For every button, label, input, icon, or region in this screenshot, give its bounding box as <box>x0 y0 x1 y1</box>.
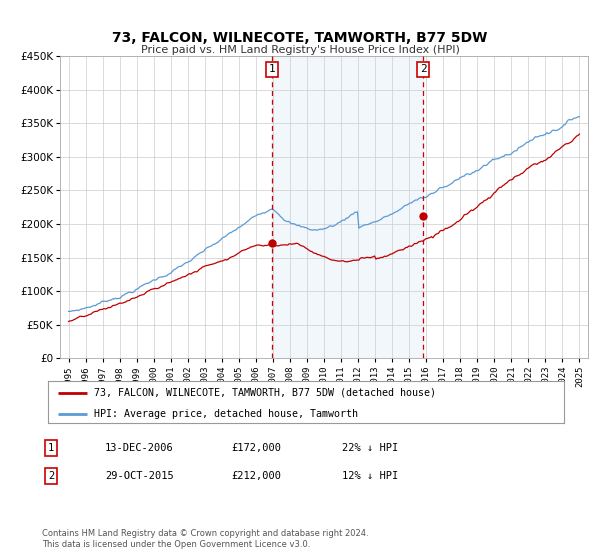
Text: 73, FALCON, WILNECOTE, TAMWORTH, B77 5DW: 73, FALCON, WILNECOTE, TAMWORTH, B77 5DW <box>112 31 488 45</box>
Text: 22% ↓ HPI: 22% ↓ HPI <box>342 443 398 453</box>
Text: £172,000: £172,000 <box>231 443 281 453</box>
Text: 2: 2 <box>48 471 54 481</box>
Text: 1: 1 <box>269 64 275 74</box>
Text: 73, FALCON, WILNECOTE, TAMWORTH, B77 5DW (detached house): 73, FALCON, WILNECOTE, TAMWORTH, B77 5DW… <box>94 388 436 398</box>
Bar <box>272 56 423 358</box>
Text: Price paid vs. HM Land Registry's House Price Index (HPI): Price paid vs. HM Land Registry's House … <box>140 45 460 55</box>
Text: HPI: Average price, detached house, Tamworth: HPI: Average price, detached house, Tamw… <box>94 409 358 418</box>
Text: 12% ↓ HPI: 12% ↓ HPI <box>342 471 398 481</box>
Text: 2: 2 <box>420 64 427 74</box>
Text: £212,000: £212,000 <box>231 471 281 481</box>
Text: Contains HM Land Registry data © Crown copyright and database right 2024.
This d: Contains HM Land Registry data © Crown c… <box>42 529 368 549</box>
Text: 13-DEC-2006: 13-DEC-2006 <box>105 443 174 453</box>
Text: 1: 1 <box>48 443 54 453</box>
Text: 29-OCT-2015: 29-OCT-2015 <box>105 471 174 481</box>
